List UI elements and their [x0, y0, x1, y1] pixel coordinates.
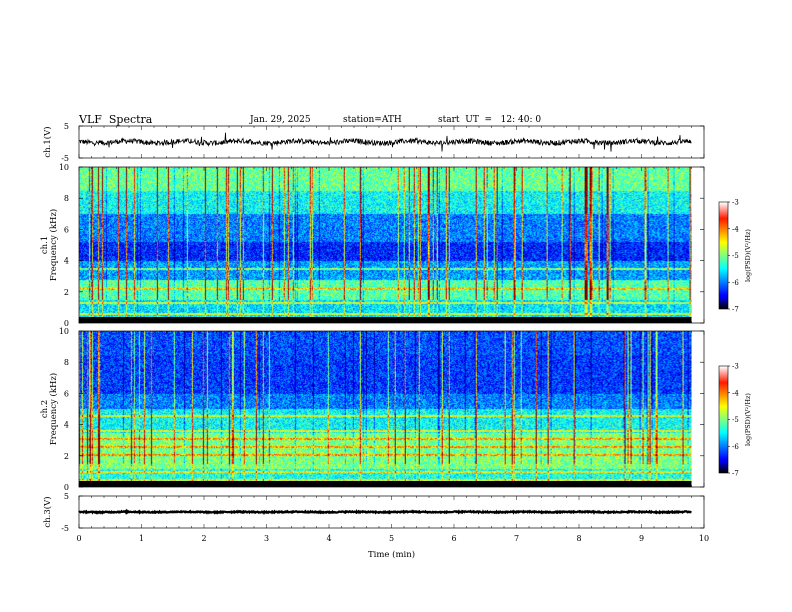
x-tick-label: 5 [389, 534, 394, 543]
ch1-spectrogram-panel: -3 -4 -5 -6 -7 log(PSD)(V²/Hz) [79, 167, 752, 323]
ch2-spectrogram-ytick-label: 2 [64, 452, 69, 461]
ch1-spectrogram-ytick-label: 4 [64, 257, 69, 266]
ch1-spectrogram-colorbar-ticklabel: -7 [732, 306, 739, 314]
ch3-waveform-ylabel: ch.3(V) [42, 496, 53, 527]
x-tick-label: 3 [264, 534, 269, 543]
ch1-waveform-trace [78, 132, 692, 152]
ch2-spectrogram-panel: -3 -4 -5 -6 -7 log(PSD)(V²/Hz) [79, 331, 752, 487]
ch1-spectrogram-ylabel: Frequency (kHz) [48, 209, 59, 281]
x-tick-label: 9 [639, 534, 644, 543]
chart-title: VLF Spectra [79, 113, 153, 126]
x-tick-label: 7 [514, 534, 519, 543]
ch1-spectrogram-colorbar-ticklabel: -6 [732, 279, 739, 287]
date-label: Jan. 29, 2025 [250, 115, 311, 125]
x-tick-label: 6 [451, 534, 456, 543]
ch1-waveform-ytick-label: -5 [61, 154, 69, 163]
x-tick-label: 0 [76, 534, 81, 543]
ch2-spectrogram-ytick-label: 0 [64, 483, 69, 492]
x-tick-label: 10 [699, 534, 709, 543]
start-time-label: start UT = 12: 40: 0 [438, 115, 542, 125]
ch2-spectrogram-ytick-label: 6 [64, 389, 69, 398]
ch2-spectrogram-colorbar-ticklabel: -4 [732, 389, 739, 397]
ch2-spectrogram-colorbar-ticklabel: -6 [732, 443, 739, 451]
ch2-spectrogram-ytick-label: 8 [64, 358, 69, 367]
ch2-spectrogram-colorbar-ticklabel: -7 [732, 470, 739, 478]
ch2-spectrogram-image [79, 331, 692, 487]
ch1-spectrogram-colorbar-label: log(PSD)(V²/Hz) [744, 229, 752, 282]
ch2-spectrogram-colorbar [719, 366, 728, 473]
ch3-waveform-ytick-label: -5 [61, 524, 69, 533]
ch2-spectrogram-colorbar-ticklabel: -3 [732, 363, 739, 371]
ch1-spectrogram-ytick-label: 0 [64, 319, 69, 328]
ch1-spectrogram-colorbar-ticklabel: -5 [732, 252, 739, 260]
ch2-spectrogram-ylabel: ch.2 [40, 400, 50, 418]
ch2-spectrogram-ytick-label: 10 [59, 327, 69, 336]
x-axis-label: Time (min) [368, 549, 415, 560]
ch1-spectrogram-ylabel: ch.1 [40, 236, 50, 254]
ch3-waveform-panel [78, 508, 692, 516]
ch2-spectrogram-ylabel: Frequency (kHz) [48, 373, 59, 445]
ch2-spectrogram-colorbar-ticklabel: -5 [732, 416, 739, 424]
ch1-spectrogram-ytick-label: 2 [64, 288, 69, 297]
ch1-spectrogram-colorbar-ticklabel: -4 [732, 225, 739, 233]
ch1-waveform-ytick-label: 5 [64, 122, 69, 131]
x-tick-label: 1 [139, 534, 144, 543]
ch3-waveform-trace [78, 508, 692, 516]
ch2-spectrogram-lowband [79, 481, 692, 487]
ch1-spectrogram-ytick-label: 6 [64, 225, 69, 234]
x-tick-label: 8 [576, 534, 581, 543]
ch1-spectrogram-image [79, 167, 692, 323]
ch1-spectrogram-ytick-label: 10 [59, 163, 69, 172]
ch1-waveform-panel [78, 132, 692, 152]
ch1-spectrogram-ytick-label: 8 [64, 194, 69, 203]
station-label: station=ATH [343, 115, 402, 125]
ch3-waveform-ytick-label: 5 [64, 492, 69, 501]
ch2-spectrogram-colorbar-label: log(PSD)(V²/Hz) [744, 393, 752, 446]
ch1-spectrogram-lowband [79, 317, 692, 323]
x-tick-label: 4 [326, 534, 331, 543]
ch1-spectrogram-colorbar [719, 202, 728, 309]
x-tick-label: 2 [201, 534, 206, 543]
ch2-spectrogram-ytick-label: 4 [64, 421, 69, 430]
ch1-waveform-ylabel: ch.1(V) [42, 126, 53, 157]
ch1-spectrogram-colorbar-ticklabel: -3 [732, 199, 739, 207]
